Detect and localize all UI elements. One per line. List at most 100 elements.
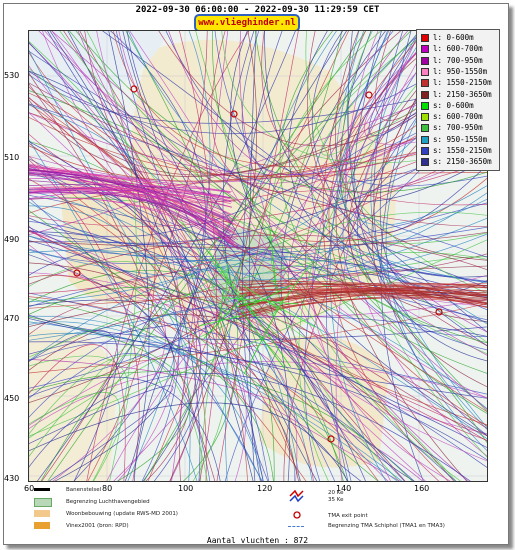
legend-swatch bbox=[421, 101, 429, 110]
flight-track bbox=[47, 31, 405, 481]
flight-track bbox=[238, 283, 487, 297]
legend-swatch bbox=[421, 34, 429, 42]
legend-swatch bbox=[421, 158, 429, 167]
flight-track bbox=[29, 172, 233, 223]
flight-track bbox=[29, 112, 426, 481]
flight-track bbox=[29, 139, 198, 481]
tma-boundary-swatch bbox=[288, 526, 304, 527]
flight-track bbox=[169, 31, 258, 481]
legend-item: s: 600-700m bbox=[421, 112, 483, 122]
flight-track bbox=[29, 265, 487, 311]
flight-track bbox=[328, 31, 487, 427]
flight-track bbox=[29, 385, 174, 481]
y-tick-490: 490 bbox=[4, 235, 20, 244]
flight-track bbox=[29, 52, 487, 178]
legend-swatch bbox=[421, 113, 429, 122]
flight-track bbox=[267, 301, 316, 328]
legend-label: s: 700-950m bbox=[433, 123, 483, 133]
flight-track bbox=[29, 41, 229, 481]
flight-track bbox=[222, 297, 275, 303]
flight-track bbox=[102, 31, 487, 333]
tma-exit-point-icon bbox=[327, 435, 335, 443]
flight-track bbox=[86, 31, 137, 481]
flight-track bbox=[29, 318, 487, 399]
flight-track bbox=[29, 299, 202, 481]
flight-count: Aantal vluchten : 872 bbox=[206, 536, 309, 545]
legend-swatch bbox=[421, 56, 429, 65]
y-tick-530: 530 bbox=[4, 71, 20, 80]
flight-track bbox=[29, 186, 235, 244]
legend-item: s: 2150-3650m bbox=[421, 157, 492, 167]
flight-track bbox=[208, 250, 257, 317]
kv35-label: 35 Ke bbox=[328, 497, 344, 503]
flight-track bbox=[29, 402, 348, 481]
flight-track bbox=[335, 31, 468, 481]
vinex-swatch bbox=[34, 522, 50, 529]
flight-track bbox=[241, 31, 487, 176]
legend-swatch bbox=[421, 67, 429, 76]
flight-track bbox=[29, 143, 487, 442]
tma-exit-point-icon bbox=[365, 91, 373, 99]
flight-track bbox=[198, 315, 242, 327]
flight-track bbox=[247, 284, 292, 308]
flight-track bbox=[29, 231, 487, 248]
flight-track bbox=[29, 234, 487, 285]
y-tick-470: 470 bbox=[4, 314, 20, 323]
flight-track bbox=[29, 243, 487, 297]
altitude-legend: l: 0-600m l: 600-700m l: 700-950m l: 950-15… bbox=[416, 29, 500, 171]
flight-track bbox=[29, 156, 487, 426]
y-tick-430: 430 bbox=[4, 474, 20, 483]
flight-track bbox=[255, 31, 487, 412]
legend-label: s: 2150-3650m bbox=[433, 157, 492, 167]
flight-track bbox=[171, 31, 229, 481]
flight-track bbox=[29, 103, 207, 481]
tma-exit-point-icon bbox=[293, 511, 301, 519]
flight-track bbox=[347, 31, 487, 429]
flight-track bbox=[29, 343, 298, 481]
flight-track bbox=[29, 355, 129, 481]
flight-track bbox=[29, 392, 120, 481]
housing-label: Woonbebouwing (update RWS-MD 2001) bbox=[66, 511, 178, 517]
legend-item: l: 700-950m bbox=[421, 56, 483, 66]
flight-track bbox=[29, 163, 236, 202]
legend-label: l: 0-600m bbox=[433, 33, 474, 42]
map-legend: Banenstelsel Begrenzing Luchthavengebied… bbox=[30, 484, 485, 536]
x-tick-100: 100 bbox=[178, 484, 194, 493]
flight-track bbox=[29, 144, 487, 294]
flight-track bbox=[264, 31, 487, 202]
flight-track bbox=[29, 104, 301, 481]
flight-track bbox=[248, 305, 292, 368]
flight-track bbox=[29, 82, 487, 227]
flight-track bbox=[29, 192, 236, 230]
legend-label: s: 1550-2150m bbox=[433, 146, 492, 155]
flight-track bbox=[29, 372, 471, 481]
flight-track bbox=[29, 254, 175, 481]
runway-swatch bbox=[34, 488, 50, 491]
legend-label: l: 600-700m bbox=[433, 44, 483, 54]
flight-track bbox=[238, 297, 487, 318]
flight-track bbox=[143, 31, 343, 481]
flight-track bbox=[29, 252, 487, 358]
legend-label: l: 950-1550m bbox=[433, 66, 488, 76]
flight-track bbox=[29, 172, 233, 203]
flight-track bbox=[113, 31, 487, 168]
flight-track bbox=[29, 158, 487, 321]
land-area bbox=[29, 329, 119, 481]
flight-track bbox=[96, 31, 487, 462]
flight-track bbox=[311, 31, 487, 282]
flight-track bbox=[44, 31, 487, 399]
flight-track bbox=[29, 256, 487, 439]
flight-track bbox=[243, 309, 279, 375]
site-link[interactable]: www.vlieghinder.nl bbox=[198, 18, 296, 28]
legend-label: l: 1550-2150m bbox=[433, 78, 492, 88]
tma-boundary-label: Begrenzing TMA Schiphol (TMA1 en TMA3) bbox=[328, 523, 445, 529]
flight-track bbox=[29, 103, 487, 258]
flight-track bbox=[271, 264, 311, 317]
x-tick-160: 160 bbox=[414, 484, 430, 493]
legend-swatch bbox=[421, 79, 429, 88]
flight-track bbox=[29, 376, 221, 481]
flight-track bbox=[29, 226, 487, 448]
airport-boundary-swatch bbox=[34, 498, 52, 507]
flight-track bbox=[29, 188, 230, 234]
flight-track bbox=[129, 31, 391, 481]
